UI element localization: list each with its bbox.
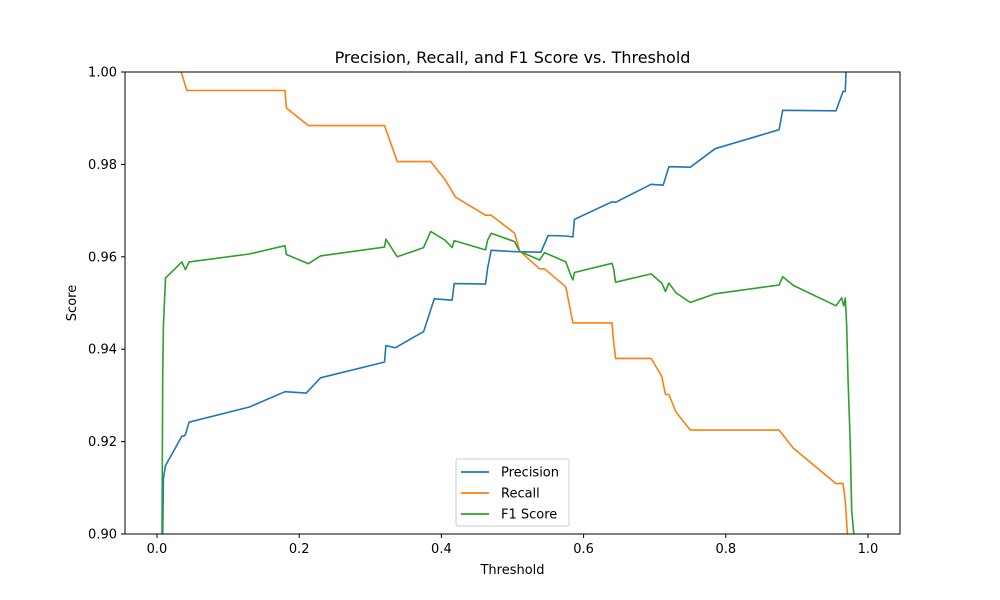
series-layer bbox=[161, 72, 855, 534]
legend: Precision Recall F1 Score bbox=[455, 458, 570, 527]
legend-label-f1-score: F1 Score bbox=[501, 508, 557, 523]
y-tick-label: 0.92 bbox=[88, 435, 117, 450]
f1-score-line bbox=[161, 230, 855, 534]
recall-line bbox=[180, 72, 849, 534]
legend-label-precision: Precision bbox=[501, 466, 559, 481]
x-tick-label: 0.0 bbox=[147, 542, 168, 557]
y-tick-label: 1.00 bbox=[88, 66, 117, 81]
x-tick-label: 0.6 bbox=[573, 542, 594, 557]
x-tick-label: 0.8 bbox=[715, 542, 736, 557]
chart-title: Precision, Recall, and F1 Score vs. Thre… bbox=[335, 48, 691, 67]
y-tick-label: 0.90 bbox=[88, 528, 117, 543]
legend-box bbox=[455, 458, 570, 527]
y-axis-ticks: 0.90 0.92 0.94 0.96 0.98 1.00 bbox=[88, 66, 125, 543]
plot-frame bbox=[124, 71, 901, 535]
legend-label-recall: Recall bbox=[501, 487, 540, 502]
x-tick-label: 1.0 bbox=[858, 542, 879, 557]
y-tick-label: 0.98 bbox=[88, 158, 117, 173]
x-tick-label: 0.2 bbox=[289, 542, 310, 557]
x-axis-label: Threshold bbox=[479, 563, 544, 578]
plot-area bbox=[124, 71, 901, 535]
y-tick-label: 0.96 bbox=[88, 250, 117, 265]
x-tick-label: 0.4 bbox=[431, 542, 452, 557]
y-axis-label: Score bbox=[65, 285, 80, 321]
precision-line bbox=[161, 72, 847, 534]
y-tick-label: 0.94 bbox=[88, 343, 117, 358]
x-axis-ticks: 0.0 0.2 0.4 0.6 0.8 1.0 bbox=[147, 534, 879, 557]
